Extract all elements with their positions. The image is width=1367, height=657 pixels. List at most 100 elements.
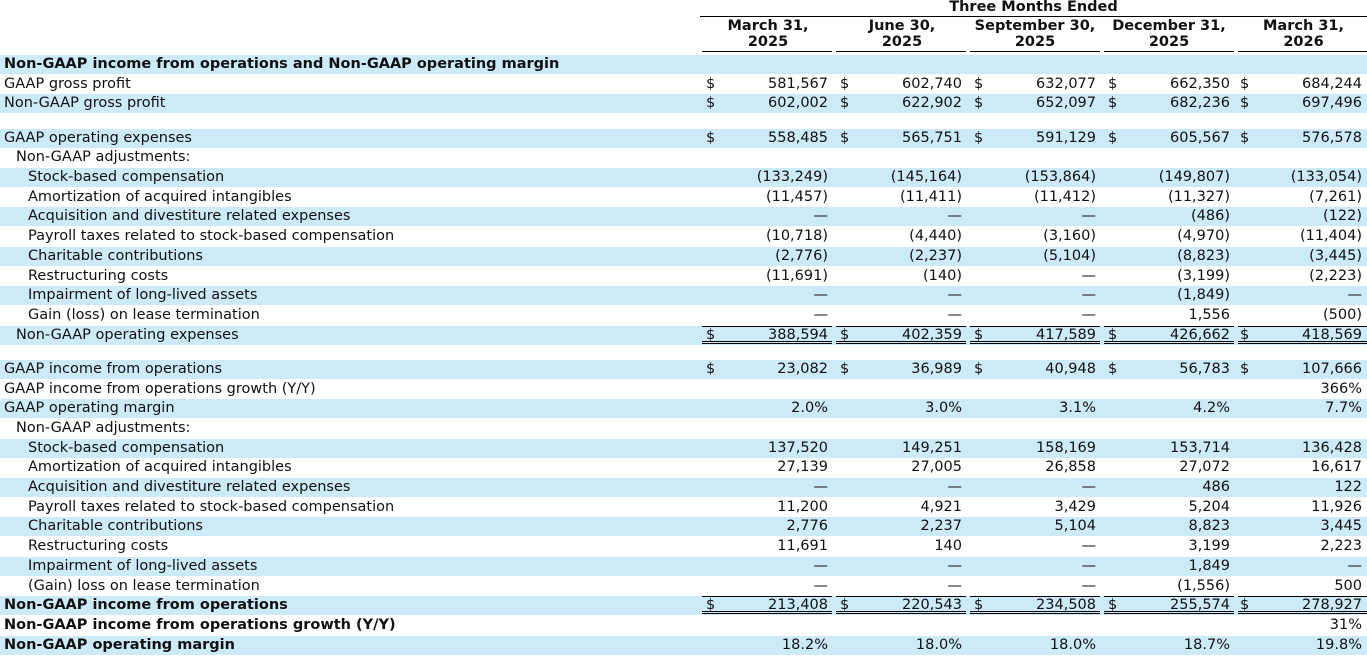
cell-value: (5,104) <box>1043 247 1096 264</box>
cell-value: (11,327) <box>1167 188 1230 205</box>
cell-value: 234,508 <box>1036 597 1096 614</box>
cell-value: — <box>1081 538 1097 555</box>
cell-value: 632,077 <box>1036 75 1096 92</box>
cell-value: 418,569 <box>1302 326 1362 343</box>
dollar-sign: $ <box>706 75 716 92</box>
cell-value: (1,849) <box>1177 287 1230 304</box>
table-row: Stock-based compensation (133,249) (145,16… <box>0 168 1367 187</box>
total-double-rule <box>1104 611 1234 615</box>
row-label: Charitable contributions <box>28 518 203 535</box>
cell-value: (11,691) <box>765 267 828 284</box>
table-row: Payroll taxes related to stock-based com… <box>0 498 1367 517</box>
cell-value: 40,948 <box>1045 360 1096 377</box>
row-label: Non-GAAP gross profit <box>4 95 166 112</box>
total-double-rule <box>836 611 966 615</box>
dollar-sign: $ <box>1108 95 1118 112</box>
cell-value: 153,714 <box>1170 439 1230 456</box>
cell-value: 500 <box>1334 577 1362 594</box>
cell-value: 558,485 <box>768 129 828 146</box>
row-label: Payroll taxes related to stock-based com… <box>28 228 395 245</box>
cell-value: (145,164) <box>890 169 962 185</box>
cell-value: — <box>1081 267 1097 284</box>
dollar-sign: $ <box>1108 326 1118 343</box>
table-row: GAAP income from operations growth (Y/Y)… <box>0 380 1367 399</box>
cell-value: — <box>1081 208 1097 225</box>
cell-value: 2,237 <box>920 518 962 535</box>
super-header: Three Months Ended <box>949 0 1118 15</box>
column-header-rule <box>970 51 1100 52</box>
cell-value: 402,359 <box>902 326 962 343</box>
cell-value: (3,445) <box>1309 247 1362 264</box>
column-header-rule <box>1238 51 1367 52</box>
total-rule <box>836 325 966 327</box>
cell-value: 5,204 <box>1188 498 1230 515</box>
cell-value: (149,807) <box>1158 169 1230 185</box>
cell-value: (2,237) <box>909 247 962 264</box>
row-label: Restructuring costs <box>28 538 169 555</box>
dollar-sign: $ <box>706 326 716 343</box>
cell-value: 11,926 <box>1311 498 1362 515</box>
dollar-sign: $ <box>1240 95 1250 112</box>
table-row: Non-GAAP income from operations and Non-… <box>0 55 1367 74</box>
row-label: (Gain) loss on lease termination <box>28 577 260 594</box>
cell-value: 137,520 <box>768 439 828 456</box>
table-row: Restructuring costs (11,691) (140) — (3,199)… <box>0 267 1367 286</box>
table-row: Non-GAAP gross profit $602,002 $622,902 $65… <box>0 94 1367 114</box>
dollar-sign: $ <box>706 360 716 377</box>
row-label: Non-GAAP adjustments: <box>16 149 191 166</box>
cell-value: 19.8% <box>1315 636 1362 653</box>
dollar-sign: $ <box>974 326 984 343</box>
cell-value: 3.0% <box>925 400 962 417</box>
cell-value: 662,350 <box>1170 75 1230 92</box>
cell-value: (1,556) <box>1177 577 1230 594</box>
table-row: Amortization of acquired intangibles (11,… <box>0 188 1367 207</box>
cell-value: 23,082 <box>777 360 828 377</box>
cell-value: 3,199 <box>1188 538 1230 555</box>
cell-value: 18.0% <box>915 636 962 653</box>
dollar-sign: $ <box>840 129 850 146</box>
cell-value: 56,783 <box>1179 360 1230 377</box>
total-rule <box>702 325 832 327</box>
dollar-sign: $ <box>1108 360 1118 377</box>
cell-value: 3.1% <box>1059 400 1096 417</box>
dollar-sign: $ <box>706 129 716 146</box>
cell-value: — <box>1081 287 1097 304</box>
row-label: GAAP gross profit <box>4 75 131 92</box>
dollar-sign: $ <box>840 326 850 343</box>
cell-value: — <box>1347 557 1363 574</box>
cell-value: (11,404) <box>1299 228 1362 245</box>
row-label: GAAP income from operations growth (Y/Y) <box>4 380 316 397</box>
cell-value: 213,408 <box>768 597 828 614</box>
cell-value: (500) <box>1323 306 1362 323</box>
cell-value: 682,236 <box>1170 95 1230 112</box>
total-rule <box>1238 596 1367 598</box>
cell-value: 2,776 <box>786 518 828 535</box>
cell-value: 3,429 <box>1054 498 1096 515</box>
total-double-rule <box>970 340 1100 344</box>
dollar-sign: $ <box>706 597 716 614</box>
cell-value: (10,718) <box>765 228 828 245</box>
cell-value: — <box>813 306 829 323</box>
total-double-rule <box>702 611 832 615</box>
dollar-sign: $ <box>974 129 984 146</box>
total-double-rule <box>1104 340 1234 344</box>
cell-value: (4,970) <box>1177 228 1230 245</box>
row-label: Amortization of acquired intangibles <box>28 459 292 476</box>
row-label: Stock-based compensation <box>28 439 225 456</box>
column-header-5: March 31, 2026 <box>1262 18 1345 50</box>
cell-value: 366% <box>1320 380 1362 397</box>
table-row: Non-GAAP income from operations $213,408 $… <box>0 596 1367 616</box>
cell-value: 136,428 <box>1302 439 1362 456</box>
cell-value: (3,199) <box>1177 267 1230 284</box>
cell-value: — <box>1081 557 1097 574</box>
column-header-rule <box>1104 51 1234 52</box>
cell-value: — <box>947 306 963 323</box>
cell-value: — <box>1081 306 1097 323</box>
cell-value: 426,662 <box>1170 326 1230 343</box>
cell-value: 220,543 <box>902 597 962 614</box>
dollar-sign: $ <box>1240 360 1250 377</box>
total-rule <box>836 596 966 598</box>
total-double-rule <box>970 611 1100 615</box>
cell-value: 4,921 <box>920 498 962 515</box>
cell-value: — <box>947 287 963 304</box>
